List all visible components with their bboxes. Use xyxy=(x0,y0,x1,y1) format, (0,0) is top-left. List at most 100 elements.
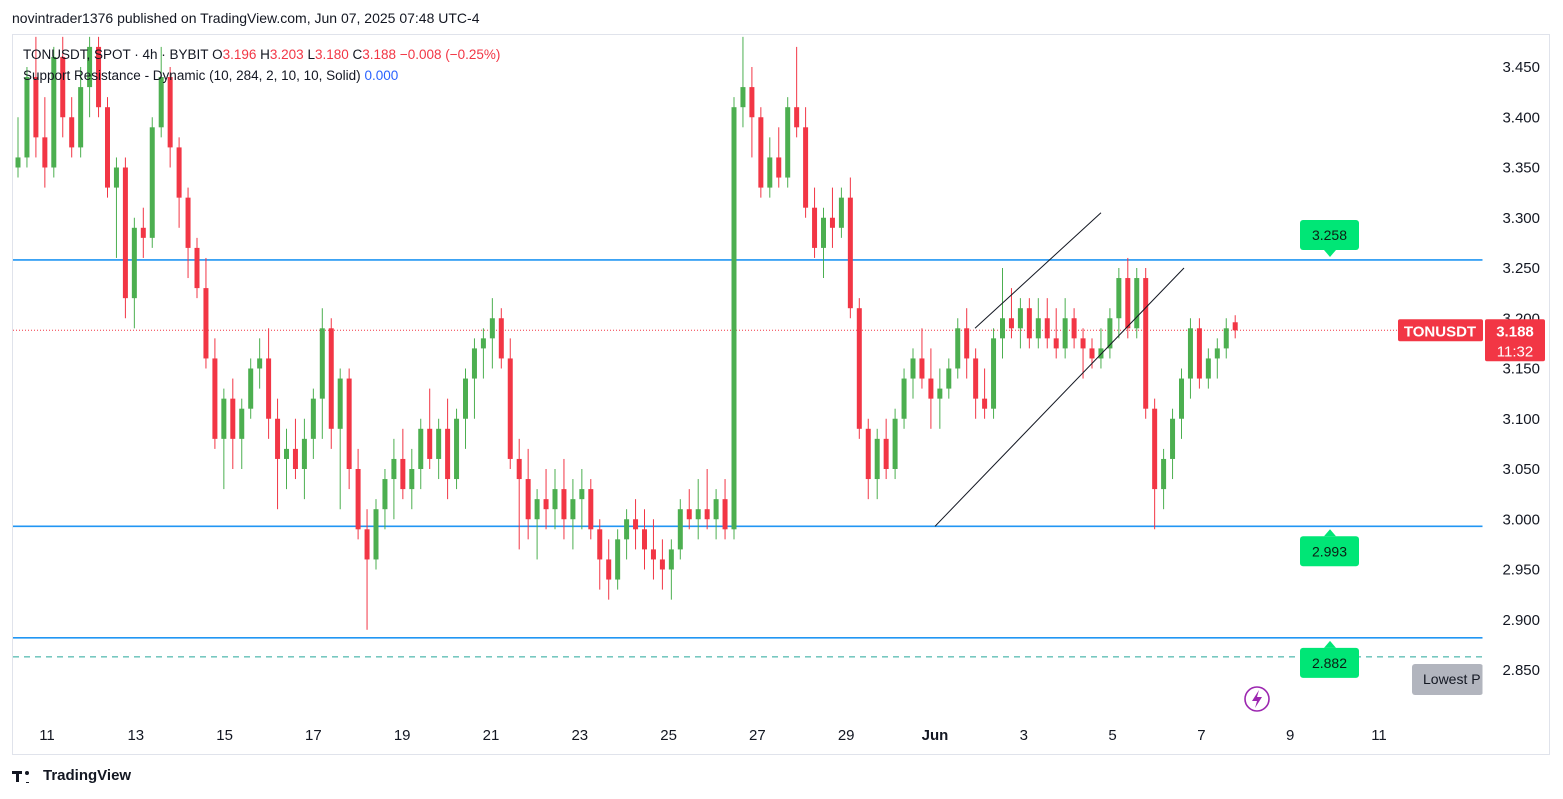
high-label: H xyxy=(260,47,270,62)
x-tick-label: 5 xyxy=(1108,727,1116,744)
footer-brand[interactable]: TradingView xyxy=(12,767,131,784)
candle-body xyxy=(113,167,119,188)
candle-body xyxy=(642,529,647,550)
candle-body xyxy=(60,56,66,118)
candle-body xyxy=(552,489,558,510)
candle-body xyxy=(1116,278,1122,319)
candle-body xyxy=(275,418,281,459)
candle-body xyxy=(668,549,674,570)
candle-body xyxy=(454,418,460,480)
candle-body xyxy=(588,489,594,530)
x-tick-label: 11 xyxy=(39,727,55,744)
candle-body xyxy=(1000,318,1005,339)
y-tick-label: 3.450 xyxy=(1502,59,1540,76)
candle-body xyxy=(418,428,424,469)
candle-body xyxy=(24,77,30,158)
y-tick-label: 3.300 xyxy=(1502,210,1540,227)
lightning-bolt-glyph xyxy=(1252,690,1262,708)
candle-body xyxy=(427,428,433,459)
candle-body xyxy=(248,368,254,409)
symbol-label[interactable]: TONUSDT, SPOT · 4h · BYBIT xyxy=(23,47,209,62)
candle-body xyxy=(892,418,898,469)
candle-body xyxy=(525,479,531,520)
candle-body xyxy=(686,509,692,520)
candle-body xyxy=(489,318,495,339)
level-badge-pointer xyxy=(1324,529,1336,537)
candle-body xyxy=(785,107,791,178)
candle-body xyxy=(1187,328,1193,379)
candle-body xyxy=(973,358,979,399)
chart-legend: TONUSDT, SPOT · 4h · BYBIT O3.196 H3.203… xyxy=(23,44,500,86)
candle-body xyxy=(1044,318,1050,339)
x-tick-label: 7 xyxy=(1197,727,1205,744)
candle-body xyxy=(257,358,263,369)
candle-body xyxy=(534,499,540,520)
low-label: L xyxy=(307,47,315,62)
lightning-bolt-icon[interactable] xyxy=(1244,686,1270,712)
y-tick-label: 3.250 xyxy=(1502,260,1540,277)
plot-area[interactable] xyxy=(13,36,1483,658)
candle-body xyxy=(677,509,683,550)
x-tick-label: 25 xyxy=(660,727,677,744)
candle-body xyxy=(301,438,307,469)
indicator-label[interactable]: Support Resistance - Dynamic (10, 284, 2… xyxy=(23,68,361,83)
candle-body xyxy=(829,217,835,228)
open-value: 3.196 xyxy=(222,47,257,62)
candle-body xyxy=(212,358,218,439)
last-price-value: 3.188 xyxy=(1496,323,1534,340)
channel-upper-line xyxy=(974,212,1102,329)
candle-body xyxy=(776,157,782,178)
candle-body xyxy=(543,499,549,510)
candle-body xyxy=(928,378,934,399)
candle-body xyxy=(624,519,630,540)
lowest-price-tag-label: Lowest P xyxy=(1423,671,1481,687)
candle-body xyxy=(1179,378,1184,419)
x-tick-label: 17 xyxy=(305,727,322,744)
candle-body xyxy=(704,509,710,520)
candle-body xyxy=(955,328,961,369)
candle-body xyxy=(140,227,146,238)
ohlc-row: TONUSDT, SPOT · 4h · BYBIT O3.196 H3.203… xyxy=(23,44,500,65)
candle-body xyxy=(1071,318,1077,339)
candle-body xyxy=(964,328,970,359)
candle-body xyxy=(1143,278,1149,409)
candle-body xyxy=(498,318,504,359)
candle-body xyxy=(1170,418,1176,459)
candle-body xyxy=(167,77,173,148)
candle-body xyxy=(1134,278,1140,329)
candle-body xyxy=(1214,348,1220,359)
candle-body xyxy=(409,469,415,490)
level-badge-label: 2.882 xyxy=(1312,655,1347,671)
candle-body xyxy=(570,499,576,520)
candle-body xyxy=(650,549,656,560)
level-badge-label: 2.993 xyxy=(1312,543,1347,559)
candle-body xyxy=(105,107,110,188)
last-price-tag[interactable] xyxy=(1485,319,1545,362)
low-value: 3.180 xyxy=(314,47,349,62)
symbol-price-tag[interactable] xyxy=(1398,319,1483,342)
candle-body xyxy=(158,77,164,128)
candle-body xyxy=(803,127,809,208)
candle-body xyxy=(1161,458,1167,490)
level-badge xyxy=(1300,647,1359,678)
candle-body xyxy=(1152,408,1158,490)
candle-body xyxy=(1017,308,1023,329)
candle-body xyxy=(597,529,603,560)
candle-body xyxy=(946,368,952,389)
candle-body xyxy=(1035,318,1041,339)
candle-body xyxy=(633,519,639,530)
candle-body xyxy=(15,157,21,168)
y-tick-label: 2.950 xyxy=(1502,562,1540,579)
y-tick-label: 3.000 xyxy=(1502,511,1540,528)
candle-body xyxy=(284,448,289,459)
candle-body xyxy=(713,499,719,520)
candle-body xyxy=(731,107,737,530)
candle-body xyxy=(1223,328,1229,349)
candle-body xyxy=(1026,308,1032,339)
candle-body xyxy=(78,87,84,148)
candle-body xyxy=(847,197,853,309)
candle-body xyxy=(463,378,468,419)
candle-body xyxy=(1232,322,1238,331)
x-tick-label: 15 xyxy=(216,727,233,744)
